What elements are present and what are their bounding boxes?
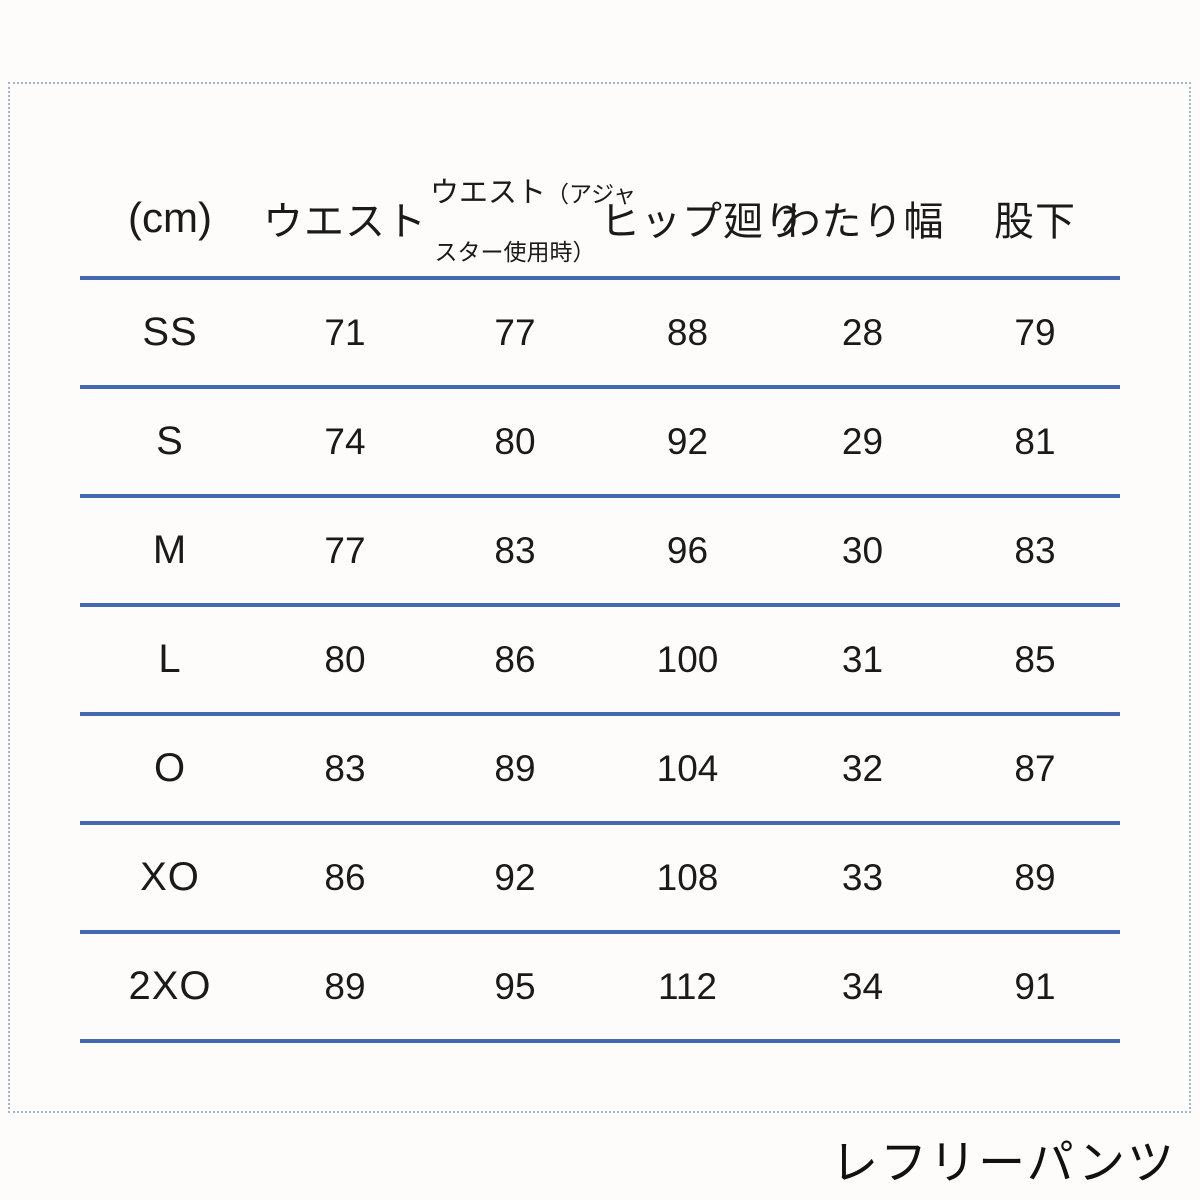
measurement-value: 83 [324, 747, 366, 789]
size-label: M [152, 528, 188, 572]
col-header-inseam: 股下 [994, 200, 1076, 244]
measurement-value: 87 [1014, 747, 1056, 789]
measurement-value: 79 [1014, 311, 1056, 353]
col-header-waist-adjuster-main: ウエスト [430, 177, 547, 209]
measurement-value: 81 [1014, 420, 1056, 462]
measurement-value: 86 [494, 638, 536, 680]
measurement-value: 77 [494, 311, 536, 353]
table-row: M 77 83 96 30 83 [80, 496, 1120, 605]
measurement-value: 88 [666, 311, 709, 353]
measurement-value: 85 [1014, 638, 1056, 680]
size-label: O [153, 746, 187, 790]
measurement-value: 31 [841, 638, 884, 680]
measurement-value: 34 [841, 965, 884, 1007]
measurement-value: 104 [656, 747, 719, 789]
measurement-value: 95 [494, 965, 536, 1007]
size-label: XO [140, 855, 200, 899]
measurement-value: 33 [841, 856, 884, 898]
measurement-value: 28 [841, 311, 884, 353]
size-label: S [156, 419, 184, 463]
size-label: SS [142, 310, 198, 354]
col-header-waist: ウエスト [263, 200, 427, 244]
product-caption: レフリーパンツ [831, 1136, 1176, 1189]
col-header-unit: (cm) [128, 194, 212, 241]
measurement-value: 77 [324, 529, 366, 571]
col-header-waist-adjuster-paren-start: （アジャ [546, 181, 636, 207]
size-chart-frame: (cm) ウエスト ウエスト（アジャ スター使用時） ヒップ廻り わたり幅 股下… [8, 82, 1191, 1113]
measurement-value: 108 [656, 856, 719, 898]
col-header-waist-adjuster: ウエスト（アジャ スター使用時） [430, 160, 636, 278]
measurement-value: 74 [324, 420, 366, 462]
col-header-hip: ヒップ廻り [600, 200, 805, 244]
measurement-value: 89 [324, 965, 366, 1007]
measurement-value: 112 [658, 965, 717, 1007]
measurement-value: 29 [841, 420, 884, 462]
size-label: 2XO [128, 964, 212, 1008]
measurement-value: 32 [841, 747, 884, 789]
table-row: O 83 89 104 32 87 [80, 714, 1120, 823]
measurement-value: 83 [1014, 529, 1056, 571]
measurement-value: 86 [324, 856, 366, 898]
measurement-value: 91 [1014, 965, 1056, 1007]
col-header-waist-adjuster-paren-end: スター使用時） [434, 239, 596, 265]
size-table-body: SS 71 77 88 28 79 S 74 80 92 29 81 M 77 83 96 30 83 L 80 86 1… [80, 278, 1120, 1041]
measurement-value: 83 [494, 529, 536, 571]
measurement-value: 92 [666, 420, 709, 462]
measurement-value: 89 [1014, 856, 1056, 898]
col-header-thigh: わたり幅 [780, 200, 945, 244]
header-row: (cm) ウエスト ウエスト（アジャ スター使用時） ヒップ廻り わたり幅 股下 [80, 160, 1120, 278]
table-row: 2XO 89 95 112 34 91 [80, 932, 1120, 1041]
measurement-value: 30 [841, 529, 884, 571]
measurement-value: 80 [324, 638, 366, 680]
size-label: L [158, 637, 182, 681]
size-table-header: (cm) ウエスト ウエスト（アジャ スター使用時） ヒップ廻り わたり幅 股下 [80, 160, 1120, 278]
measurement-value: 71 [324, 311, 366, 353]
table-row: S 74 80 92 29 81 [80, 387, 1120, 496]
measurement-value: 89 [494, 747, 536, 789]
measurement-value: 80 [494, 420, 536, 462]
measurement-value: 100 [656, 638, 719, 680]
size-chart-table: (cm) ウエスト ウエスト（アジャ スター使用時） ヒップ廻り わたり幅 股下… [80, 160, 1120, 1043]
table-row: L 80 86 100 31 85 [80, 605, 1120, 714]
measurement-value: 96 [666, 529, 709, 571]
measurement-value: 92 [494, 856, 536, 898]
table-row: XO 86 92 108 33 89 [80, 823, 1120, 932]
table-row: SS 71 77 88 28 79 [80, 278, 1120, 387]
